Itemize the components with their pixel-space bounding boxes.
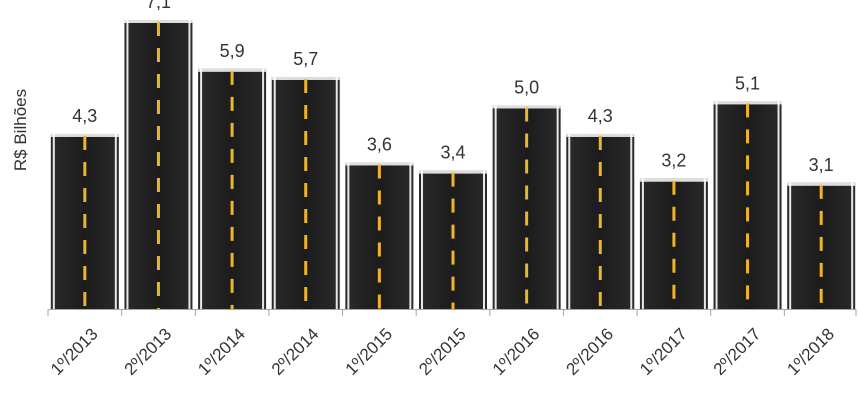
data-label: 7,1 bbox=[146, 0, 171, 12]
bar bbox=[566, 133, 635, 309]
bar-edge-right bbox=[335, 76, 338, 309]
bar-top-edge bbox=[566, 133, 635, 137]
bar-edge-right bbox=[703, 178, 706, 309]
bar bbox=[713, 101, 782, 309]
bar-edge-left bbox=[641, 178, 644, 309]
bar bbox=[419, 170, 487, 309]
y-axis-label-box: R$ Bilhões bbox=[6, 60, 36, 200]
bar-top-edge bbox=[492, 105, 561, 109]
bar-edge-left bbox=[494, 105, 497, 309]
bar-edge-right bbox=[262, 68, 265, 310]
bar bbox=[492, 105, 561, 309]
value-labels-group: 4,3 7,1 5,9 5,7 3,6 3,4 5,0 4,3 3,2 5,1 3,1 bbox=[72, 0, 833, 175]
bar-top-edge bbox=[198, 68, 267, 72]
bar-edge-left bbox=[421, 170, 423, 309]
bar-edge-right bbox=[851, 182, 854, 309]
x-tick-label: 1º/2017 bbox=[636, 324, 691, 379]
bar-top-edge bbox=[50, 133, 119, 137]
bar bbox=[124, 20, 193, 309]
x-tick-label: 1º/2015 bbox=[342, 324, 397, 379]
bar-top-edge bbox=[345, 162, 414, 166]
bar-edge-left bbox=[347, 162, 350, 309]
data-label: 3,4 bbox=[440, 143, 465, 163]
bar-top-edge bbox=[271, 76, 340, 80]
x-tick-label: 2º/2013 bbox=[121, 324, 176, 379]
bar bbox=[198, 68, 267, 310]
data-label: 3,6 bbox=[367, 134, 392, 154]
x-tick-label: 2º/2015 bbox=[415, 324, 470, 379]
data-label: 4,3 bbox=[588, 106, 613, 126]
bar-edge-left bbox=[273, 76, 276, 309]
x-tick-label: 2º/2016 bbox=[562, 324, 617, 379]
x-tick-label: 1º/2016 bbox=[489, 324, 544, 379]
bar-top-edge bbox=[713, 101, 782, 105]
x-tick-label: 1º/2014 bbox=[194, 324, 249, 379]
bar-edge-right bbox=[556, 105, 559, 309]
data-label: 3,2 bbox=[661, 151, 686, 171]
x-ticks-group bbox=[47, 309, 857, 316]
bar-edge-right bbox=[188, 20, 191, 309]
bar-body bbox=[345, 162, 414, 309]
y-axis-label: R$ Bilhões bbox=[11, 88, 30, 172]
data-label: 3,1 bbox=[809, 155, 834, 175]
bar bbox=[271, 76, 340, 309]
bar-top-edge bbox=[124, 20, 193, 23]
data-label: 4,3 bbox=[72, 106, 97, 126]
bar-top-edge bbox=[639, 178, 708, 182]
x-tick-label: 1º/2013 bbox=[47, 324, 102, 379]
data-label: 5,0 bbox=[514, 77, 539, 97]
data-label: 5,1 bbox=[735, 73, 760, 93]
bar bbox=[639, 178, 708, 309]
bars-group bbox=[50, 20, 856, 310]
bar-edge-left bbox=[126, 20, 129, 309]
bar-edge-right bbox=[483, 170, 485, 309]
bar bbox=[345, 162, 414, 309]
bar-edge-right bbox=[409, 162, 412, 309]
bar-edge-left bbox=[789, 182, 792, 309]
x-tick-label: 2º/2014 bbox=[268, 324, 323, 379]
bar-edge-left bbox=[200, 68, 203, 310]
data-label: 5,9 bbox=[220, 41, 245, 61]
data-label: 5,7 bbox=[293, 49, 318, 69]
bar-edge-right bbox=[114, 133, 117, 309]
bar-top-edge bbox=[787, 182, 856, 186]
bar-edge-left bbox=[568, 133, 571, 309]
x-tick-label: 1º/2018 bbox=[783, 324, 838, 379]
x-tick-labels-group: 1º/2013 2º/2013 1º/2014 2º/2014 1º/2015 2º/20… bbox=[47, 324, 838, 379]
bar-edge-left bbox=[52, 133, 55, 309]
bar-edge-right bbox=[777, 101, 780, 309]
bar-top-edge bbox=[419, 170, 487, 174]
bar-edge-right bbox=[630, 133, 633, 309]
x-tick-label: 2º/2017 bbox=[710, 324, 765, 379]
bar bbox=[787, 182, 856, 309]
bar-edge-left bbox=[715, 101, 718, 309]
bar bbox=[50, 133, 119, 309]
